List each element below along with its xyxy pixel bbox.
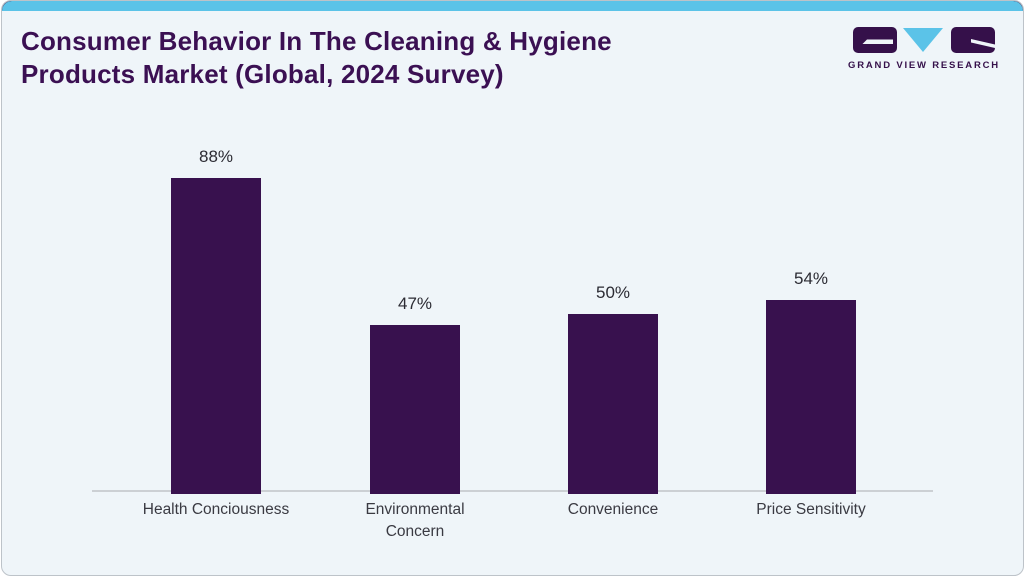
gvr-logo-icon: [853, 27, 995, 53]
bar-group-health-conciousness: 88%: [116, 147, 316, 494]
top-accent-bar: [2, 1, 1023, 11]
bar: [171, 178, 261, 494]
bar-value-label: 47%: [397, 294, 433, 313]
brand-logo: GRAND VIEW RESEARCH: [848, 27, 1000, 71]
brand-logo-text: GRAND VIEW RESEARCH: [848, 60, 1000, 71]
bar: [766, 300, 856, 494]
x-axis-tick-label: Price Sensitivity: [756, 501, 866, 518]
top-accent-underlay: [2, 1, 1023, 11]
bar-group-environmental-concern: 47%: [315, 294, 515, 494]
bar-value-label: 54%: [793, 269, 829, 288]
x-axis-line: [92, 490, 933, 492]
bar-group-price-sensitivity: 54%: [711, 269, 911, 494]
bar: [370, 325, 460, 494]
chart-title: Consumer Behavior In The Cleaning & Hygi…: [21, 26, 612, 89]
bar-value-label: 88%: [198, 147, 234, 166]
bar: [568, 314, 658, 494]
x-axis-tick-label: Environmental Concern: [365, 501, 465, 540]
bar-group-convenience: 50%: [513, 283, 713, 494]
x-axis-tick-label: Convenience: [567, 501, 659, 518]
x-axis-tick-label: Health Conciousness: [142, 501, 290, 518]
bar-value-label: 50%: [595, 283, 631, 302]
